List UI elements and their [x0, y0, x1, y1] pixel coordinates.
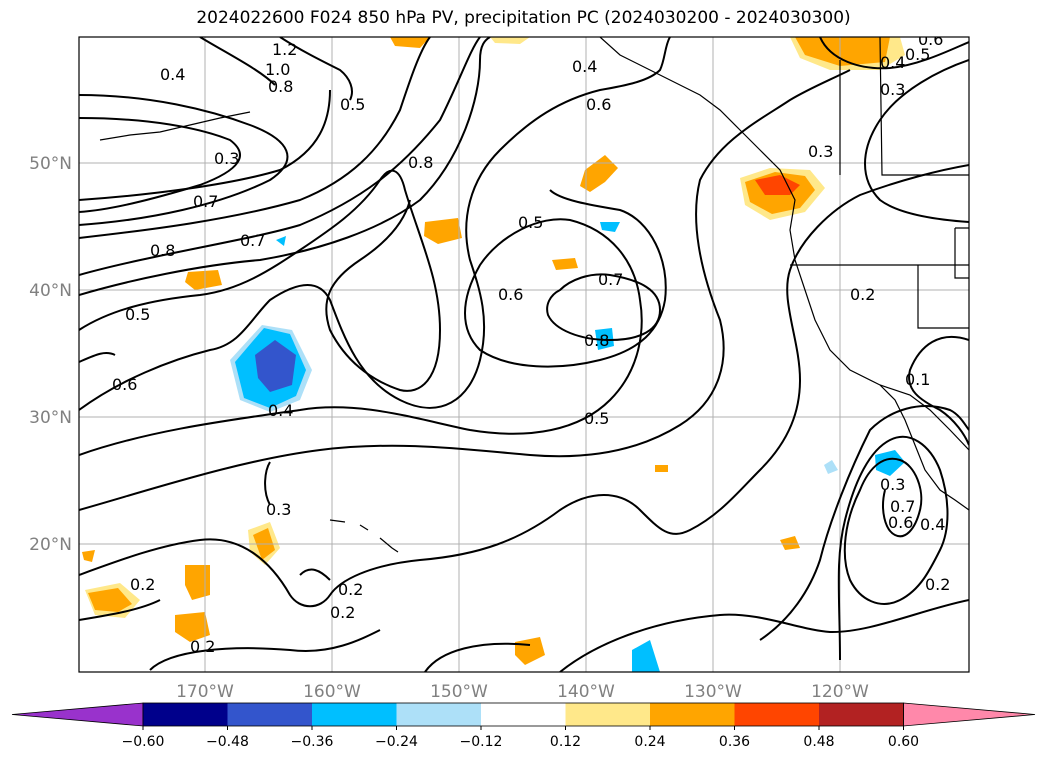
- contour-label: 0.2: [338, 580, 363, 599]
- contour-label: 0.6: [586, 95, 611, 114]
- contour-label: 0.7: [240, 231, 265, 250]
- contour-label: 0.2: [925, 575, 950, 594]
- contour-label: 0.8: [150, 241, 175, 260]
- lat-label: 40°N: [29, 281, 72, 301]
- contour-label: 1.2: [272, 40, 297, 59]
- contour-label: 0.4: [268, 401, 293, 420]
- contour-label: 0.1: [905, 370, 930, 389]
- pv-contours: [79, 37, 969, 672]
- colorbar-tick-label: 0.48: [803, 734, 834, 750]
- colorbar-segment: [227, 703, 312, 726]
- colorbar: −0.60 −0.48 −0.36 −0.24 −0.12 0.12 0.24 0.36 0.4…: [11, 702, 1036, 750]
- contour-label: 0.5: [340, 95, 365, 114]
- contour-label: 0.4: [920, 515, 945, 534]
- contour-label: 0.3: [880, 475, 905, 494]
- precipitation-shading: [82, 37, 905, 665]
- colorbar-segment: [565, 703, 650, 726]
- map-content: 1.2 1.0 0.8 0.4 0.5 0.3 0.7 0.7 0.8 0.5 …: [79, 30, 969, 672]
- colorbar-tick-label: −0.36: [291, 734, 334, 750]
- map-frame: [78, 36, 970, 673]
- contour-label: 0.6: [112, 375, 137, 394]
- contour-label: 0.4: [572, 57, 597, 76]
- lon-label: 160°W: [303, 682, 361, 702]
- contour-label: 0.2: [330, 603, 355, 622]
- colorbar-tick-label: −0.60: [122, 734, 165, 750]
- contour-label: 1.0: [265, 60, 290, 79]
- colorbar-segment: [143, 703, 228, 726]
- contour-label: 0.2: [130, 575, 155, 594]
- contour-label: 0.8: [408, 153, 433, 172]
- contour-label: 0.7: [193, 192, 218, 211]
- lon-label: 170°W: [176, 682, 234, 702]
- lat-label: 30°N: [29, 408, 72, 428]
- contour-label: 0.7: [598, 270, 623, 289]
- contour-label: 0.4: [880, 53, 905, 72]
- contour-label: 0.5: [125, 305, 150, 324]
- colorbar-segment: [650, 703, 735, 726]
- contour-label: 0.3: [214, 149, 239, 168]
- contour-label: 0.2: [190, 637, 215, 656]
- colorbar-border: [142, 702, 904, 727]
- contour-label: 0.8: [268, 77, 293, 96]
- contour-label: 0.4: [160, 65, 185, 84]
- contour-label: 0.6: [888, 513, 913, 532]
- contour-label: 0.3: [266, 500, 291, 519]
- colorbar-tick-label: 0.12: [550, 734, 581, 750]
- lat-label: 50°N: [29, 154, 72, 174]
- colorbar-tick-label: 0.24: [634, 734, 665, 750]
- coastlines: [99, 37, 969, 553]
- colorbar-tick-label: −0.48: [206, 734, 249, 750]
- colorbar-segment: [819, 703, 904, 726]
- lat-label: 20°N: [29, 535, 72, 555]
- colorbar-segment: [734, 703, 819, 726]
- colorbar-segment: [396, 703, 481, 726]
- longitude-labels: 170°W 160°W 150°W 140°W 130°W 120°W: [176, 682, 869, 702]
- colorbar-tick-label: 0.60: [888, 734, 919, 750]
- lon-label: 140°W: [557, 682, 615, 702]
- latitude-labels: 50°N 40°N 30°N 20°N: [29, 154, 72, 555]
- map-area: [79, 37, 969, 672]
- contour-label: 0.5: [518, 213, 543, 232]
- contour-label: 0.3: [808, 142, 833, 161]
- contour-labels: 1.2 1.0 0.8 0.4 0.5 0.3 0.7 0.7 0.8 0.5 …: [112, 30, 950, 656]
- colorbar-tick-label: 0.36: [719, 734, 750, 750]
- contour-label: 0.5: [584, 409, 609, 428]
- contour-label: 0.5: [905, 45, 930, 64]
- contour-label: 0.3: [880, 80, 905, 99]
- colorbar-segment: [312, 703, 397, 726]
- colorbar-extend-high: [903, 702, 1036, 727]
- contour-label: 0.2: [850, 285, 875, 304]
- colorbar-segment: [481, 703, 566, 726]
- contour-label: 0.7: [890, 497, 915, 516]
- contour-label: 0.6: [498, 285, 523, 304]
- lon-label: 120°W: [811, 682, 869, 702]
- colorbar-extend-low: [11, 702, 144, 727]
- contour-label: 0.8: [584, 331, 609, 350]
- contour-label: 0.6: [918, 30, 943, 49]
- colorbar-tick-label: −0.24: [375, 734, 418, 750]
- lon-label: 130°W: [684, 682, 742, 702]
- lon-label: 150°W: [430, 682, 488, 702]
- plot-title: 2024022600 F024 850 hPa PV, precipitatio…: [196, 8, 851, 28]
- colorbar-tick-label: −0.12: [460, 734, 503, 750]
